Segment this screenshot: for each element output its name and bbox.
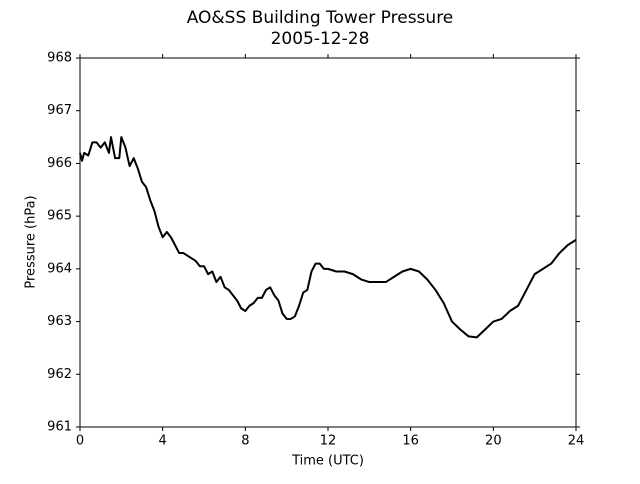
- y-tick-label: 966: [47, 156, 72, 171]
- y-tick-label: 965: [47, 209, 72, 224]
- x-tick-label: 16: [402, 434, 419, 449]
- y-axis-label: Pressure (hPa): [24, 195, 39, 288]
- x-tick-label: 24: [568, 434, 585, 449]
- x-tick-label: 0: [76, 434, 84, 449]
- x-tick-label: 8: [241, 434, 249, 449]
- chart-title: AO&SS Building Tower Pressure: [187, 8, 454, 28]
- x-tick-label: 20: [485, 434, 502, 449]
- y-tick-label: 961: [47, 420, 72, 435]
- chart-subtitle: 2005-12-28: [271, 29, 370, 49]
- y-tick-label: 967: [47, 103, 72, 118]
- x-tick-label: 12: [320, 434, 337, 449]
- x-tick-label: 4: [159, 434, 167, 449]
- y-tick-label: 962: [47, 367, 72, 382]
- y-tick-label: 964: [47, 261, 72, 276]
- line-series: [79, 136, 577, 339]
- y-tick-label: 963: [47, 314, 72, 329]
- x-axis-label: Time (UTC): [291, 454, 364, 469]
- y-tick-label: 968: [47, 51, 72, 66]
